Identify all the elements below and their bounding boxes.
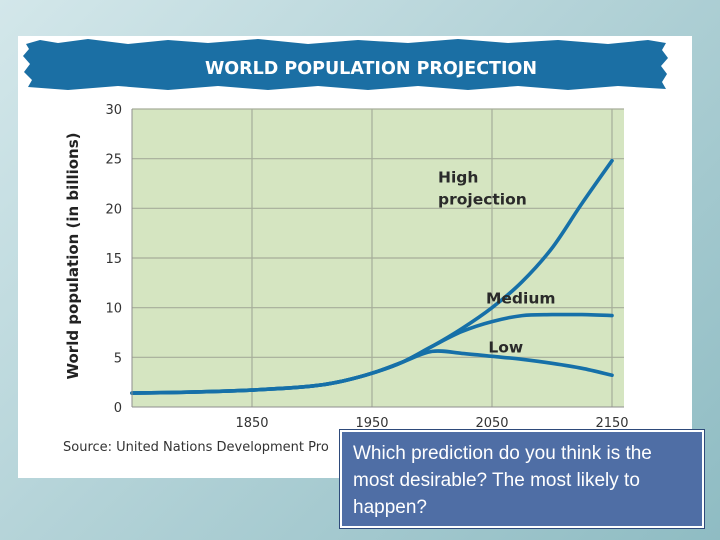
high-series-label-line: projection [438, 191, 527, 209]
medium-series-label: Medium [486, 290, 556, 308]
x-tick-labels: 1850 1950 2050 2150 [235, 416, 628, 431]
source-note: Source: United Nations Development Pro [63, 440, 329, 455]
x-tick-label: 2150 [595, 416, 628, 431]
question-callout: Which prediction do you think is the mos… [339, 429, 705, 529]
y-axis-title: World population (in billions) [64, 132, 82, 379]
x-tick-label: 1950 [355, 416, 388, 431]
world-population-chart: WORLD POPULATION PROJECTION 0 5 10 15 20 25 30… [23, 39, 668, 455]
low-projection-line [130, 349, 614, 395]
y-tick-label: 20 [105, 202, 122, 217]
y-tick-label: 0 [114, 401, 122, 416]
y-tick-labels: 0 5 10 15 20 25 30 [105, 103, 122, 416]
question-text: Which prediction do you think is the mos… [353, 443, 652, 518]
title-banner [23, 39, 668, 90]
y-tick-label: 15 [105, 252, 122, 267]
x-tick-label: 1850 [235, 416, 268, 431]
series-labels: High projection Medium Low [438, 169, 556, 357]
high-series-label-line: High [438, 169, 478, 187]
x-tick-label: 2050 [475, 416, 508, 431]
y-tick-label: 30 [105, 103, 122, 118]
low-series-label: Low [488, 338, 523, 356]
series-lines [130, 158, 614, 395]
high-series-label: High projection [438, 169, 527, 209]
y-tick-label: 10 [105, 302, 122, 317]
y-tick-label: 25 [105, 153, 122, 168]
y-tick-label: 5 [114, 351, 122, 366]
chart-figure: WORLD POPULATION PROJECTION 0 5 10 15 20 25 30… [18, 36, 692, 478]
low-series-label-line: Low [488, 338, 523, 356]
chart-title: WORLD POPULATION PROJECTION [205, 59, 537, 79]
medium-series-label-line: Medium [486, 290, 556, 308]
